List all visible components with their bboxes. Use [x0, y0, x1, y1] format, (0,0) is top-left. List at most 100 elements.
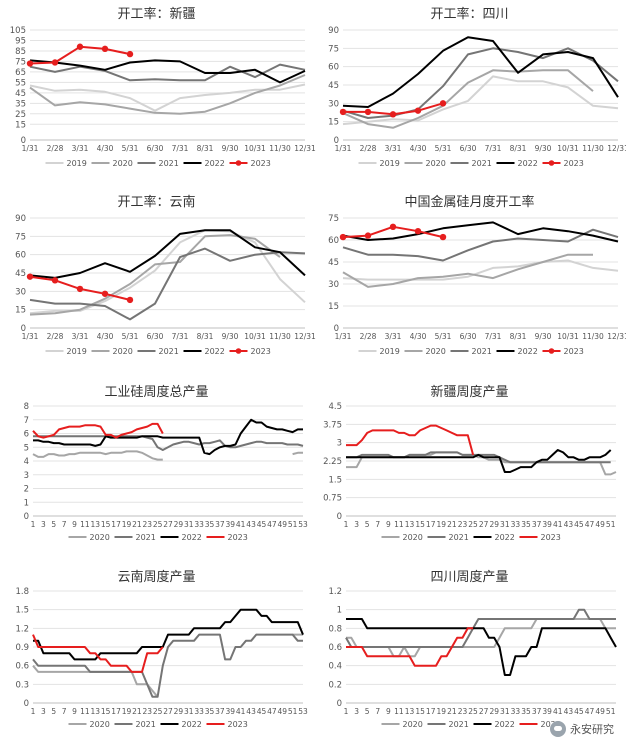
series-line-2022: [33, 608, 304, 661]
y-tick-label: 0.75: [323, 494, 342, 504]
x-tick-label: 15: [101, 707, 111, 716]
legend-label-2021: 2021: [136, 720, 156, 729]
legend-marker-2023: [235, 160, 242, 166]
y-tick-label: 0: [334, 324, 339, 334]
legend-label-2019: 2019: [380, 347, 400, 356]
x-tick-label: 2/28: [47, 144, 64, 153]
x-tick-label: 10/31: [557, 332, 579, 341]
series-line-2020: [346, 618, 616, 658]
y-tick-label: 0: [24, 699, 29, 709]
series-line-2020: [342, 69, 594, 129]
x-tick-label: 3/31: [72, 332, 89, 341]
x-tick-label: 45: [257, 520, 267, 529]
data-point-2023: [389, 223, 397, 230]
y-tick-label: 15: [328, 302, 339, 312]
x-tick-label: 12/31: [607, 332, 626, 341]
y-tick-label: 1.5: [328, 475, 342, 485]
y-tick-label: 4: [24, 457, 29, 467]
y-tick-label: 60: [15, 251, 26, 261]
x-tick-label: 39: [542, 707, 552, 716]
x-tick-label: 43: [246, 707, 256, 716]
data-point-2023: [339, 108, 347, 116]
y-tick-label: 6: [24, 430, 29, 440]
legend-label-2023: 2023: [228, 720, 248, 729]
x-tick-label: 21: [132, 520, 142, 529]
x-tick-label: 43: [564, 707, 574, 716]
x-tick-label: 35: [205, 707, 215, 716]
y-tick-label: 75: [15, 57, 26, 67]
x-tick-label: 5/31: [435, 332, 452, 341]
x-tick-label: 7: [375, 707, 380, 716]
y-tick-label: 1: [24, 498, 29, 508]
x-tick-label: 21: [447, 520, 457, 529]
y-tick-label: 45: [328, 81, 339, 91]
y-tick-label: 0.8: [328, 624, 342, 634]
chart-2: 开工率：四川 0 15 30 45 60 75 90 1/31 2/28 3/31 4/30 5/31 6…: [328, 6, 626, 168]
data-point-2023: [339, 233, 347, 241]
x-tick-label: 13: [405, 520, 415, 529]
data-point-2023: [51, 277, 59, 284]
legend-label-2020: 2020: [426, 159, 446, 168]
x-tick-label: 8/31: [510, 332, 527, 341]
x-tick-label: 31: [184, 707, 194, 716]
x-tick-label: 12/31: [607, 144, 626, 153]
x-tick-label: 9: [72, 707, 77, 716]
y-tick-label: 15: [15, 306, 26, 316]
x-tick-label: 47: [585, 520, 595, 529]
x-tick-label: 37: [215, 707, 225, 716]
legend-marker-2023: [548, 160, 555, 166]
data-point-2023: [126, 296, 134, 304]
x-tick-label: 31: [500, 520, 510, 529]
data-point-2023: [126, 50, 134, 58]
y-tick-label: 3: [24, 471, 29, 481]
y-tick-label: 2: [24, 485, 29, 495]
x-tick-label: 53: [298, 707, 308, 716]
chart-title: 四川周度产量: [430, 569, 508, 585]
data-point-2023: [101, 45, 109, 53]
x-tick-label: 3/31: [385, 144, 402, 153]
y-tick-label: 0: [24, 512, 29, 522]
legend-label-2020: 2020: [90, 720, 110, 729]
legend-label-2021: 2021: [472, 347, 492, 356]
series-line-2021: [29, 63, 306, 82]
y-tick-label: 60: [328, 236, 339, 246]
y-tick-label: 1.2: [328, 587, 342, 597]
x-tick-label: 5: [365, 520, 370, 529]
y-tick-label: 60: [328, 63, 339, 73]
x-tick-label: 23: [458, 520, 468, 529]
x-tick-label: 5: [51, 520, 56, 529]
x-tick-label: 11/30: [269, 144, 291, 153]
y-tick-label: 75: [15, 232, 26, 242]
x-tick-label: 23: [142, 707, 152, 716]
y-tick-label: 2.25: [323, 457, 342, 467]
x-tick-label: 15: [101, 520, 111, 529]
x-tick-label: 37: [532, 520, 542, 529]
x-tick-label: 19: [122, 520, 132, 529]
x-tick-label: 49: [277, 707, 287, 716]
x-tick-label: 1/31: [22, 332, 39, 341]
series-line-2022: [29, 229, 306, 279]
x-tick-label: 3: [354, 707, 359, 716]
legend-marker-2023: [235, 348, 242, 354]
x-tick-label: 8/31: [197, 144, 214, 153]
x-tick-label: 37: [215, 520, 225, 529]
x-tick-label: 47: [267, 707, 277, 716]
y-tick-label: 15: [15, 120, 26, 130]
x-tick-label: 1: [31, 707, 36, 716]
x-tick-label: 39: [226, 520, 236, 529]
chart-title: 中国金属硅月度开工率: [404, 194, 534, 210]
series-line-2019: [342, 259, 619, 281]
x-tick-label: 37: [532, 707, 542, 716]
x-tick-label: 45: [574, 520, 584, 529]
data-point-2023: [414, 228, 422, 235]
x-tick-label: 29: [174, 520, 184, 529]
x-tick-label: 6/30: [460, 332, 477, 341]
chart-title: 开工率：新疆: [117, 6, 195, 22]
legend-label-2023: 2023: [251, 347, 271, 356]
x-tick-label: 5/31: [435, 144, 452, 153]
y-tick-label: 0.6: [15, 662, 29, 672]
series-line-2021: [32, 633, 303, 698]
x-tick-label: 43: [564, 520, 574, 529]
